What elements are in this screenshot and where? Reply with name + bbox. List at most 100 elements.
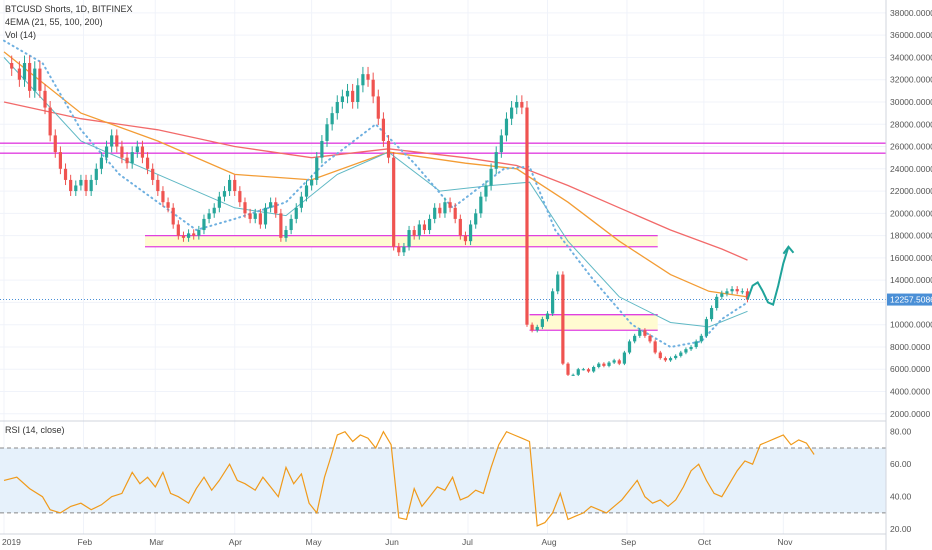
candle-body: [530, 324, 534, 331]
candle-body: [345, 90, 350, 97]
candle-body: [22, 63, 27, 80]
time-tick-label: Sep: [621, 537, 636, 547]
candle-body: [299, 196, 303, 208]
candle-body: [566, 363, 570, 375]
candle-body: [130, 152, 134, 164]
candle-body: [197, 230, 201, 236]
candle-body: [38, 68, 42, 91]
candle-body: [325, 124, 329, 141]
candle-body: [417, 224, 421, 236]
zone-fill: [145, 235, 658, 247]
candle-body: [79, 179, 83, 186]
candle-body: [99, 157, 104, 169]
rsi-tick-label: 20.00: [890, 524, 912, 534]
candle-body: [668, 358, 673, 361]
candle-body: [263, 207, 268, 225]
rsi-tick-label: 40.00: [890, 492, 912, 502]
candle-body: [474, 213, 478, 225]
candle-body: [422, 224, 427, 231]
chart-title[interactable]: BTCUSD Shorts, 1D, BITFINEX: [5, 4, 133, 14]
price-tick-label: 18000.0000: [890, 231, 932, 241]
candle-body: [84, 179, 88, 192]
ema-legend[interactable]: 4EMA (21, 55, 100, 200): [5, 17, 103, 27]
candle-body: [361, 74, 365, 86]
rsi-tick-label: 80.00: [890, 427, 912, 437]
candle-body: [443, 202, 447, 214]
rsi-legend[interactable]: RSI (14, close): [5, 425, 65, 435]
price-tick-label: 8000.0000: [890, 342, 930, 352]
candle-body: [381, 118, 386, 141]
candle-body: [407, 230, 411, 247]
candle-body: [89, 179, 93, 192]
candle-body: [504, 118, 509, 136]
time-tick-label: Oct: [698, 537, 712, 547]
candle-body: [228, 179, 232, 192]
candle-body: [433, 207, 437, 219]
candle-body: [684, 349, 688, 353]
price-tick-label: 20000.0000: [890, 208, 932, 218]
candle-body: [315, 157, 319, 180]
candle-body: [643, 330, 647, 336]
candle-body: [386, 140, 391, 158]
candle-body: [412, 230, 416, 236]
candle-body: [704, 319, 709, 336]
candle-body: [248, 213, 252, 219]
candle-body: [186, 233, 191, 238]
candle-body: [535, 326, 539, 331]
last-price-value: 12257.5086: [890, 295, 932, 305]
ema-dotted-line: [3, 39, 749, 349]
ema-100-line: [3, 101, 748, 261]
candle-body: [694, 341, 698, 347]
candle-body: [427, 218, 432, 231]
price-tick-label: 36000.0000: [890, 30, 932, 40]
candle-body: [28, 63, 32, 91]
candle-body: [161, 191, 165, 203]
volume-legend[interactable]: Vol (14): [5, 30, 37, 40]
candle-body: [709, 307, 714, 320]
time-tick-label: Aug: [541, 537, 556, 547]
candle-body: [510, 107, 514, 119]
time-tick-label: Feb: [77, 537, 92, 547]
candle-body: [289, 218, 293, 231]
candle-body: [617, 360, 621, 364]
candle-body: [366, 74, 370, 80]
candle-body: [607, 362, 611, 366]
candle-body: [597, 363, 601, 368]
candle-body: [33, 68, 37, 91]
candle-body: [551, 291, 555, 314]
price-tick-label: 38000.0000: [890, 8, 932, 18]
candle-body: [258, 213, 262, 225]
ema-55-line: [3, 51, 748, 298]
candle-body: [253, 213, 257, 219]
candle-body: [58, 152, 62, 169]
candle-body: [658, 352, 662, 359]
price-tick-label: 2000.0000: [890, 409, 930, 419]
candle-body: [17, 68, 21, 80]
candle-body: [43, 90, 47, 108]
candle-body: [294, 207, 298, 219]
candle-body: [484, 185, 488, 197]
candle-body: [612, 360, 616, 363]
candle-body: [222, 191, 227, 197]
candle-body: [351, 90, 355, 102]
candle-body: [689, 346, 693, 350]
candle-body: [489, 168, 493, 186]
candle-body: [320, 140, 324, 158]
candle-body: [540, 319, 544, 327]
candle-body: [525, 107, 529, 325]
candle-body: [304, 185, 309, 197]
candle-body: [274, 202, 278, 214]
candle-body: [520, 101, 524, 108]
candle-body: [745, 291, 750, 300]
candle-body: [545, 313, 550, 320]
candle-body: [181, 235, 186, 238]
time-tick-label: Jun: [385, 537, 399, 547]
candle-body: [279, 213, 283, 238]
price-tick-label: 16000.0000: [890, 253, 932, 263]
candle-body: [633, 335, 637, 342]
candle-body: [663, 358, 668, 361]
candle-body: [720, 293, 724, 297]
candle-body: [453, 207, 457, 219]
